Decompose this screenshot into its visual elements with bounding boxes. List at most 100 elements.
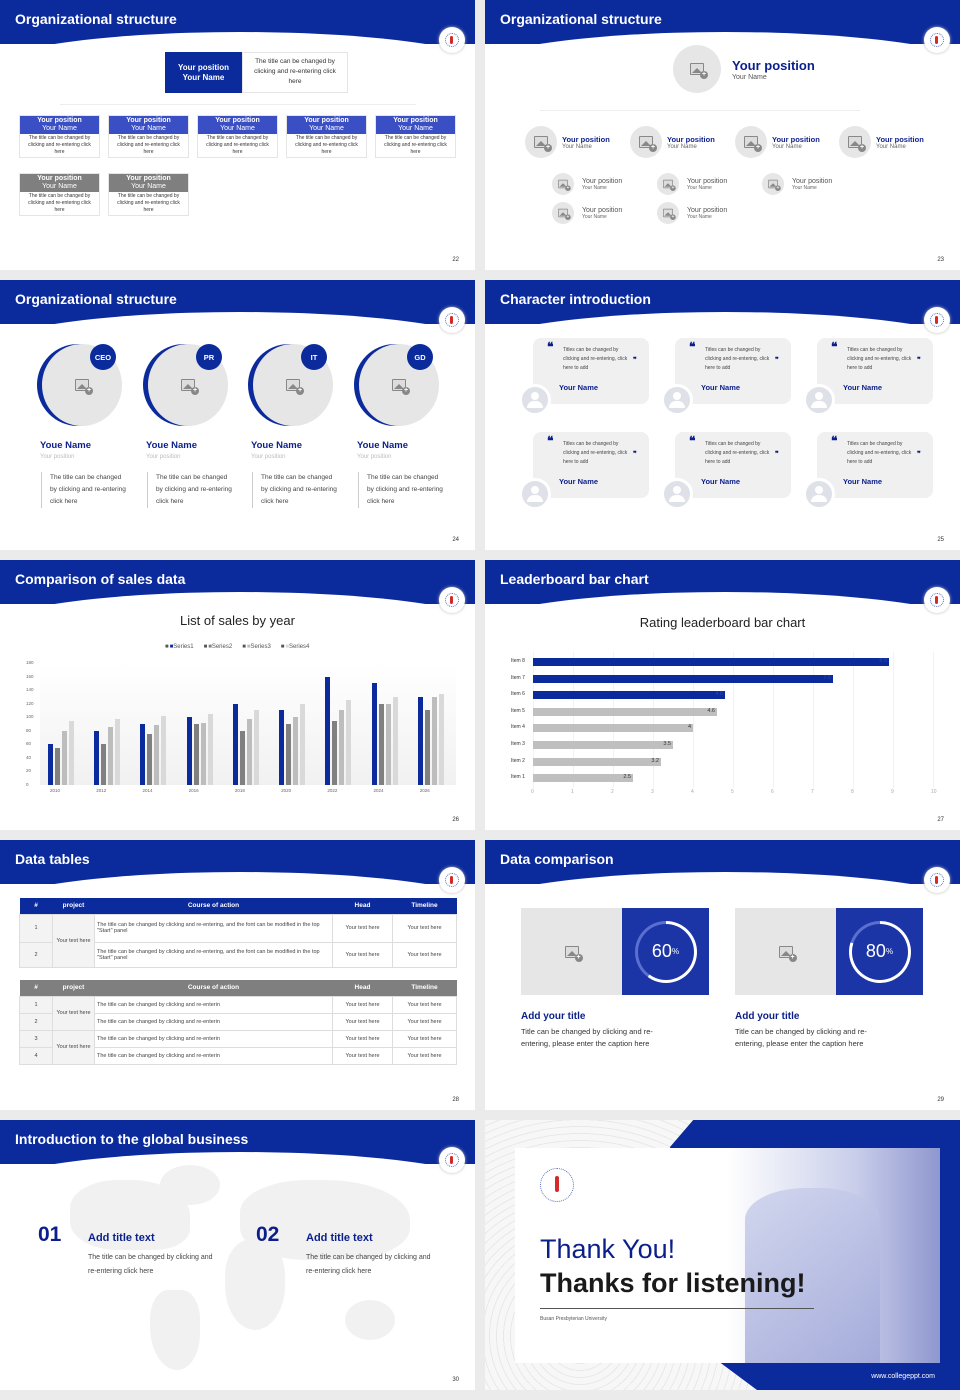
bar[interactable] xyxy=(392,696,398,785)
bar[interactable] xyxy=(431,696,437,785)
bar[interactable]: 7.5 xyxy=(533,674,833,683)
bar[interactable] xyxy=(193,724,199,785)
bar[interactable]: 3.5 xyxy=(533,741,673,749)
bar[interactable] xyxy=(346,699,352,785)
bar[interactable]: 4 xyxy=(533,724,693,733)
org-top-box[interactable]: Your position Your Name xyxy=(165,52,242,93)
image-add-icon xyxy=(286,379,304,395)
slide-29[interactable]: Data comparison 29 60% Add your title Ti… xyxy=(485,840,960,1110)
table-row[interactable]: 3 Your text here The title can be changed … xyxy=(19,1029,457,1065)
bar[interactable] xyxy=(438,693,444,785)
comparison-item[interactable]: 80% Add your title Title can be changed … xyxy=(735,908,925,1058)
bar[interactable] xyxy=(94,730,100,785)
slide-27[interactable]: Leaderboard bar chart Rating leaderboard… xyxy=(485,560,960,830)
bar[interactable] xyxy=(207,713,213,785)
bar[interactable] xyxy=(48,744,53,785)
image-add-icon xyxy=(690,63,708,79)
bar[interactable] xyxy=(140,724,146,785)
testimonial-card[interactable]: ❝ Titles can be changed by clicking and … xyxy=(519,336,651,416)
bar[interactable] xyxy=(385,703,391,785)
bar[interactable] xyxy=(332,720,338,785)
university-name: Busan Presbyterian University xyxy=(540,1316,607,1322)
bar[interactable] xyxy=(154,725,160,785)
org-box[interactable]: Your position Your Name The title can be c… xyxy=(108,173,189,216)
bar[interactable] xyxy=(246,718,252,785)
table-row[interactable]: 1 Your text here The title can be changed … xyxy=(19,913,457,968)
bar[interactable] xyxy=(115,718,121,785)
thank-you-heading: Thank You! xyxy=(540,1234,676,1264)
bar[interactable] xyxy=(253,710,259,785)
bar[interactable] xyxy=(69,720,74,785)
bar[interactable]: 2.5 xyxy=(533,774,633,783)
testimonial-card[interactable]: ❝ Titles can be changed by clicking and … xyxy=(661,336,793,416)
website-link[interactable]: www.collegeppt.com xyxy=(871,1373,935,1380)
slide-thank-you[interactable]: Thank You! Thanks for listening! Busan P… xyxy=(485,1120,960,1390)
org-box[interactable]: Your position Your Name The title can be c… xyxy=(19,173,100,216)
bar[interactable] xyxy=(424,710,430,785)
bar[interactable] xyxy=(62,730,67,785)
testimonial-card[interactable]: ❝ Titles can be changed by clicking and … xyxy=(803,336,935,416)
bar[interactable] xyxy=(325,676,331,785)
bar[interactable] xyxy=(186,717,192,785)
business-item[interactable]: 01 Add title text The title can be chang… xyxy=(38,1223,213,1275)
avatar-placeholder[interactable] xyxy=(673,45,721,93)
bar[interactable]: 3.2 xyxy=(533,757,661,766)
table-row[interactable]: 2 The title can be changed by clicking an… xyxy=(19,941,457,968)
org-top-desc: The title can be changed by clicking and… xyxy=(242,52,348,93)
bar[interactable] xyxy=(286,724,292,785)
table-row[interactable]: 1 Your text here The title can be changed … xyxy=(19,995,457,1031)
org-box[interactable]: Your position Your Name The title can be c… xyxy=(286,115,367,158)
table-row[interactable]: 4 The title can be changed by clicking an… xyxy=(19,1046,457,1065)
horizontal-bar-chart[interactable]: 0 1 2 3 4 5 6 7 8 9 10 Item 8 8.9 Item 7 7.5 Item 6 4.8 I… xyxy=(511,652,937,797)
org-box[interactable]: Your position Your Name The title can be c… xyxy=(197,115,278,158)
bar[interactable]: 4.6 xyxy=(533,707,717,716)
slide-30[interactable]: Introduction to the global business 30 0… xyxy=(0,1120,475,1390)
business-item[interactable]: 02 Add title text The title can be chang… xyxy=(256,1223,431,1275)
org-box[interactable]: Your position Your Name The title can be c… xyxy=(375,115,456,158)
testimonial-card[interactable]: ❝ Titles can be changed by clicking and … xyxy=(661,430,793,510)
bar[interactable] xyxy=(300,703,306,785)
comparison-item[interactable]: 60% Add your title Title can be changed … xyxy=(521,908,711,1058)
bar[interactable] xyxy=(371,683,377,785)
profile-card[interactable]: IT Youe Name Your position The title can… xyxy=(248,342,338,550)
bar[interactable] xyxy=(279,710,285,785)
bar[interactable] xyxy=(200,722,206,785)
slide-22[interactable]: Organizational structure Your position Yo… xyxy=(0,0,475,270)
profile-card[interactable]: CEO Youe Name Your position The title ca… xyxy=(37,342,127,550)
bar[interactable]: 8.9 xyxy=(533,658,889,666)
bar[interactable] xyxy=(232,703,238,785)
testimonial-card[interactable]: ❝ Titles can be changed by clicking and … xyxy=(803,430,935,510)
slide-24[interactable]: Organizational structure 24 CEO Youe Nam… xyxy=(0,280,475,550)
bar[interactable] xyxy=(239,730,245,785)
bar[interactable] xyxy=(339,710,345,785)
bar[interactable] xyxy=(378,703,384,785)
slide-23[interactable]: Organizational structure Your position Y… xyxy=(485,0,960,270)
org-box[interactable]: Your position Your Name The title can be c… xyxy=(19,115,100,158)
bar[interactable] xyxy=(108,727,114,785)
testimonial-card[interactable]: ❝ Titles can be changed by clicking and … xyxy=(519,430,651,510)
bar[interactable] xyxy=(417,696,423,785)
bar[interactable] xyxy=(293,717,299,785)
slide-28[interactable]: Data tables # project Course of action Head… xyxy=(0,840,475,1110)
bar[interactable] xyxy=(147,734,153,785)
bar[interactable] xyxy=(161,715,167,785)
profile-card[interactable]: GD Youe Name Your position The title can… xyxy=(354,342,444,550)
bar-chart[interactable]: 0 20 40 60 80 100 120 140 160 180 2010 2012 2014 2016… xyxy=(26,660,456,793)
org-box[interactable]: Your position Your Name The title can be c… xyxy=(108,115,189,158)
slide-26[interactable]: Comparison of sales data List of sales b… xyxy=(0,560,475,830)
bar[interactable] xyxy=(55,747,60,785)
slide-25[interactable]: Character introduction 25 ❝ Titles can b… xyxy=(485,280,960,550)
bar[interactable] xyxy=(101,744,107,785)
profile-card[interactable]: PR Youe Name Your position The title can… xyxy=(143,342,233,550)
bar[interactable]: 4.8 xyxy=(533,691,725,700)
avatar-placeholder xyxy=(630,126,662,158)
